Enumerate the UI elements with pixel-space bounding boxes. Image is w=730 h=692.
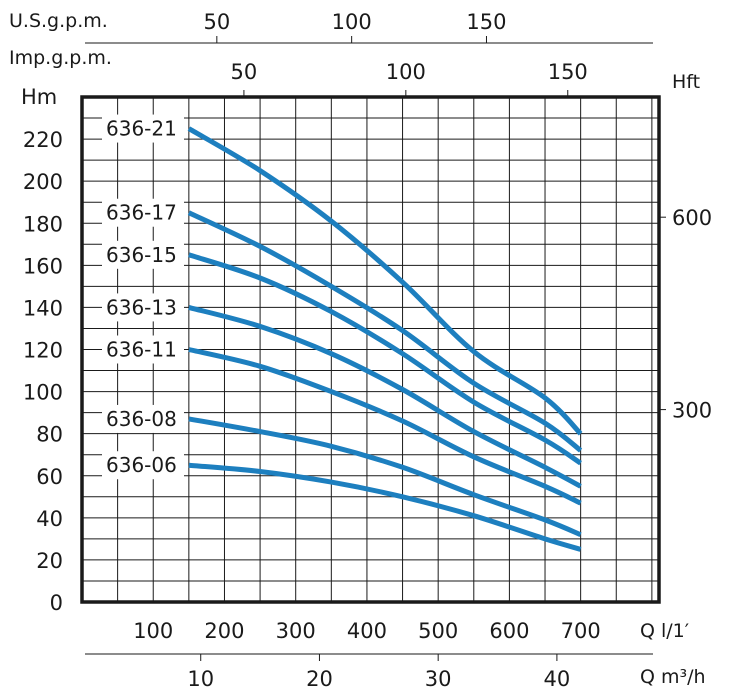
curve-label-layer: 636-21 636-17 636-15 636-13 636-11 636-08 636-… [102,114,184,480]
imp-gpm-tick-label: 50 [231,60,258,84]
curve-label-background [102,293,184,322]
series-line-636-11 [188,347,582,506]
right-axis-tick-label: 600 [672,206,712,230]
y-tick-label: 220 [23,128,63,152]
us-gpm-tick-label: 100 [332,10,372,34]
curve-label-636-21: 636-21 [106,117,177,141]
curve-label-636-06: 636-06 [106,453,177,477]
grid-layer [82,97,659,602]
x-tick-label: 600 [489,619,529,643]
x-tick-label: 200 [204,619,244,643]
series-line-636-06 [188,462,582,552]
x-tick-label: 400 [347,619,387,643]
left-axis-unit-label: Hm [21,85,57,109]
curve-label-background [102,404,184,433]
curve-label-background [102,240,184,269]
curve-label-636-15: 636-15 [106,243,177,267]
us-gpm-tick-label: 150 [466,10,506,34]
right-axis-tick-label: 300 [672,399,712,423]
m3h-tick-label: 30 [425,667,452,691]
y-tick-label: 140 [23,296,63,320]
lpm-unit-label: Q l/1′ [640,620,689,642]
x-tick-label: 700 [561,619,601,643]
y-tick-label: 0 [50,591,63,615]
m3h-tick-label: 40 [544,667,571,691]
right-axis-unit-label: Hft [672,71,700,93]
y-tick-label: 120 [23,339,63,363]
imp-gpm-tick-label: 100 [386,60,426,84]
curve-label-636-13: 636-13 [106,295,177,319]
m3h-tick-label: 10 [187,667,214,691]
curve-label-background [102,198,184,227]
y-tick-label: 20 [36,549,63,573]
series-line-636-17 [187,210,583,453]
curve-label-636-08: 636-08 [106,407,177,431]
y-tick-label: 160 [23,254,63,278]
plot-frame [80,95,661,604]
imp-gpm-tick-label: 150 [548,60,588,84]
series-line-636-08 [188,416,582,538]
curve-label-636-11: 636-11 [106,338,177,362]
y-tick-label: 60 [36,465,63,489]
y-tick-label: 80 [36,423,63,447]
curve-label-background [102,451,184,480]
m3h-tick-label: 20 [306,667,333,691]
axes-layer: 0 20 40 60 80 100 120 140 160 180 200 220 100 200 300 4… [23,10,712,691]
x-tick-label: 100 [133,619,173,643]
us-gpm-unit-label: U.S.g.p.m. [9,10,108,32]
curve-label-background [102,114,184,143]
y-tick-label: 200 [23,170,63,194]
m3h-unit-label: Q m³/h [640,666,706,688]
series-line-636-13 [188,304,582,489]
y-tick-label: 100 [23,381,63,405]
series-line-636-21 [187,126,583,436]
y-tick-label: 180 [23,212,63,236]
curve-label-background [102,335,184,364]
y-tick-label: 40 [36,507,63,531]
curve-label-636-17: 636-17 [106,201,177,225]
imp-gpm-unit-label: Imp.g.p.m. [9,47,112,69]
curve-layer [187,126,583,552]
us-gpm-tick-label: 50 [203,10,230,34]
series-line-636-15 [188,252,582,466]
x-tick-label: 500 [418,619,458,643]
x-tick-label: 300 [276,619,316,643]
